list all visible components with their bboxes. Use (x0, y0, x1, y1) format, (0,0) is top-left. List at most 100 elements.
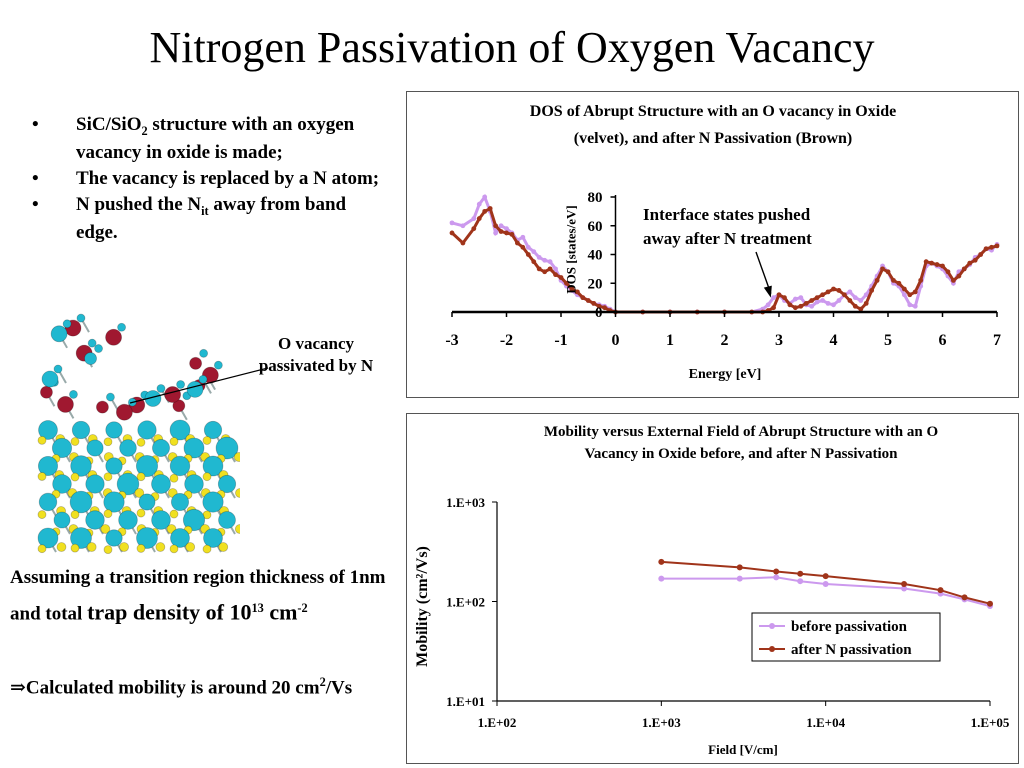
atom (119, 439, 137, 457)
x-tick-label: 7 (993, 332, 1001, 349)
dos-data-point (591, 300, 597, 306)
dos-data-point (498, 223, 504, 229)
atom (218, 542, 229, 552)
chart-annotation: Interface states pushed (643, 205, 811, 224)
dos-data-point (842, 292, 847, 298)
x-tick-label: -3 (445, 332, 458, 349)
atom (116, 472, 140, 496)
chart-title: (velvet), and after N Passivation (Brown… (574, 130, 853, 147)
atom (136, 527, 158, 549)
legend-label: before passivation (791, 619, 908, 635)
dos-data-point (814, 299, 820, 305)
atom (41, 370, 59, 388)
dos-data-point (504, 230, 509, 236)
dos-data-point (569, 286, 575, 292)
dos-data-point (531, 259, 537, 265)
mobility-data-point (961, 594, 968, 601)
atom (84, 352, 97, 365)
atom (136, 472, 146, 482)
result-unit: /Vs (325, 677, 353, 699)
dos-data-point (912, 289, 918, 295)
assumption-unit-exponent: -2 (297, 601, 308, 615)
dos-data-point (580, 295, 586, 301)
atom (105, 328, 122, 346)
atom (215, 436, 239, 460)
y-tick-label: 20 (588, 276, 603, 292)
dos-data-point (798, 303, 804, 309)
atom (103, 545, 113, 555)
dos-data-point (983, 246, 989, 252)
atom (103, 472, 113, 482)
y-tick-label: 1.E+02 (446, 595, 485, 610)
mobility-data-point (773, 568, 780, 575)
atom (185, 542, 196, 552)
atom (134, 488, 145, 498)
atom (85, 474, 105, 494)
dos-data-point (825, 300, 831, 306)
atom (169, 419, 191, 441)
mobility-data-point (797, 570, 804, 577)
dos-data-point (471, 226, 477, 232)
atom (37, 544, 47, 554)
atom (103, 437, 113, 447)
dos-data-point (858, 298, 864, 303)
atom (235, 488, 240, 498)
atom (69, 390, 78, 399)
mobility-data-point (822, 573, 829, 580)
atom (118, 510, 138, 530)
atom (183, 437, 205, 459)
dos-data-point (542, 257, 548, 263)
atom (103, 509, 113, 519)
dos-data-point (940, 263, 945, 269)
dos-data-point (482, 194, 488, 200)
dos-data-point (989, 244, 994, 250)
atom (62, 319, 72, 329)
atom (218, 511, 236, 529)
atom (37, 510, 47, 519)
x-tick-label: 1.E+02 (478, 715, 517, 730)
atom (202, 455, 224, 477)
x-tick-label: 0 (612, 332, 620, 349)
dos-data-point (536, 254, 542, 260)
dos-data-point (923, 259, 929, 265)
dos-data-point (515, 240, 520, 246)
dos-data-point (449, 230, 455, 236)
dos-data-point (553, 266, 558, 272)
x-tick-label: -1 (554, 332, 567, 349)
dos-data-point (765, 302, 771, 308)
atom (38, 420, 58, 440)
dos-data-point (907, 302, 913, 308)
dos-data-point (504, 226, 509, 232)
dos-data-point (901, 286, 907, 292)
dos-data-point (918, 277, 924, 283)
dos-data-point (771, 305, 776, 311)
atom (105, 421, 123, 439)
dos-data-point (896, 280, 902, 286)
bullet-text: N pushed the Nit away from band edge. (76, 194, 390, 244)
bullet-marker: • (32, 114, 39, 135)
dos-data-point (542, 269, 548, 275)
atom (213, 360, 223, 370)
dos-data-point (482, 208, 488, 214)
dos-data-point (460, 223, 466, 229)
x-tick-label: -2 (500, 332, 513, 349)
mobility-data-point (901, 585, 908, 592)
bullet-subscript: 2 (141, 123, 148, 138)
dos-data-point (509, 231, 515, 237)
legend-swatch-marker (769, 646, 775, 652)
atom (85, 510, 105, 530)
dos-data-point (912, 303, 918, 309)
atom (50, 325, 68, 343)
assumption-unit: cm (263, 599, 298, 625)
dos-data-point (951, 277, 956, 283)
atom (40, 385, 53, 399)
annotation-arrowhead (763, 285, 772, 298)
atom (155, 542, 166, 552)
atom (56, 542, 67, 552)
x-tick-label: 1 (666, 332, 674, 349)
dos-data-point (929, 260, 934, 266)
dos-data-point (792, 296, 798, 302)
atom (70, 510, 80, 519)
assumption-part1: Assuming a transition region thickness o… (10, 567, 386, 625)
atom (164, 386, 182, 403)
